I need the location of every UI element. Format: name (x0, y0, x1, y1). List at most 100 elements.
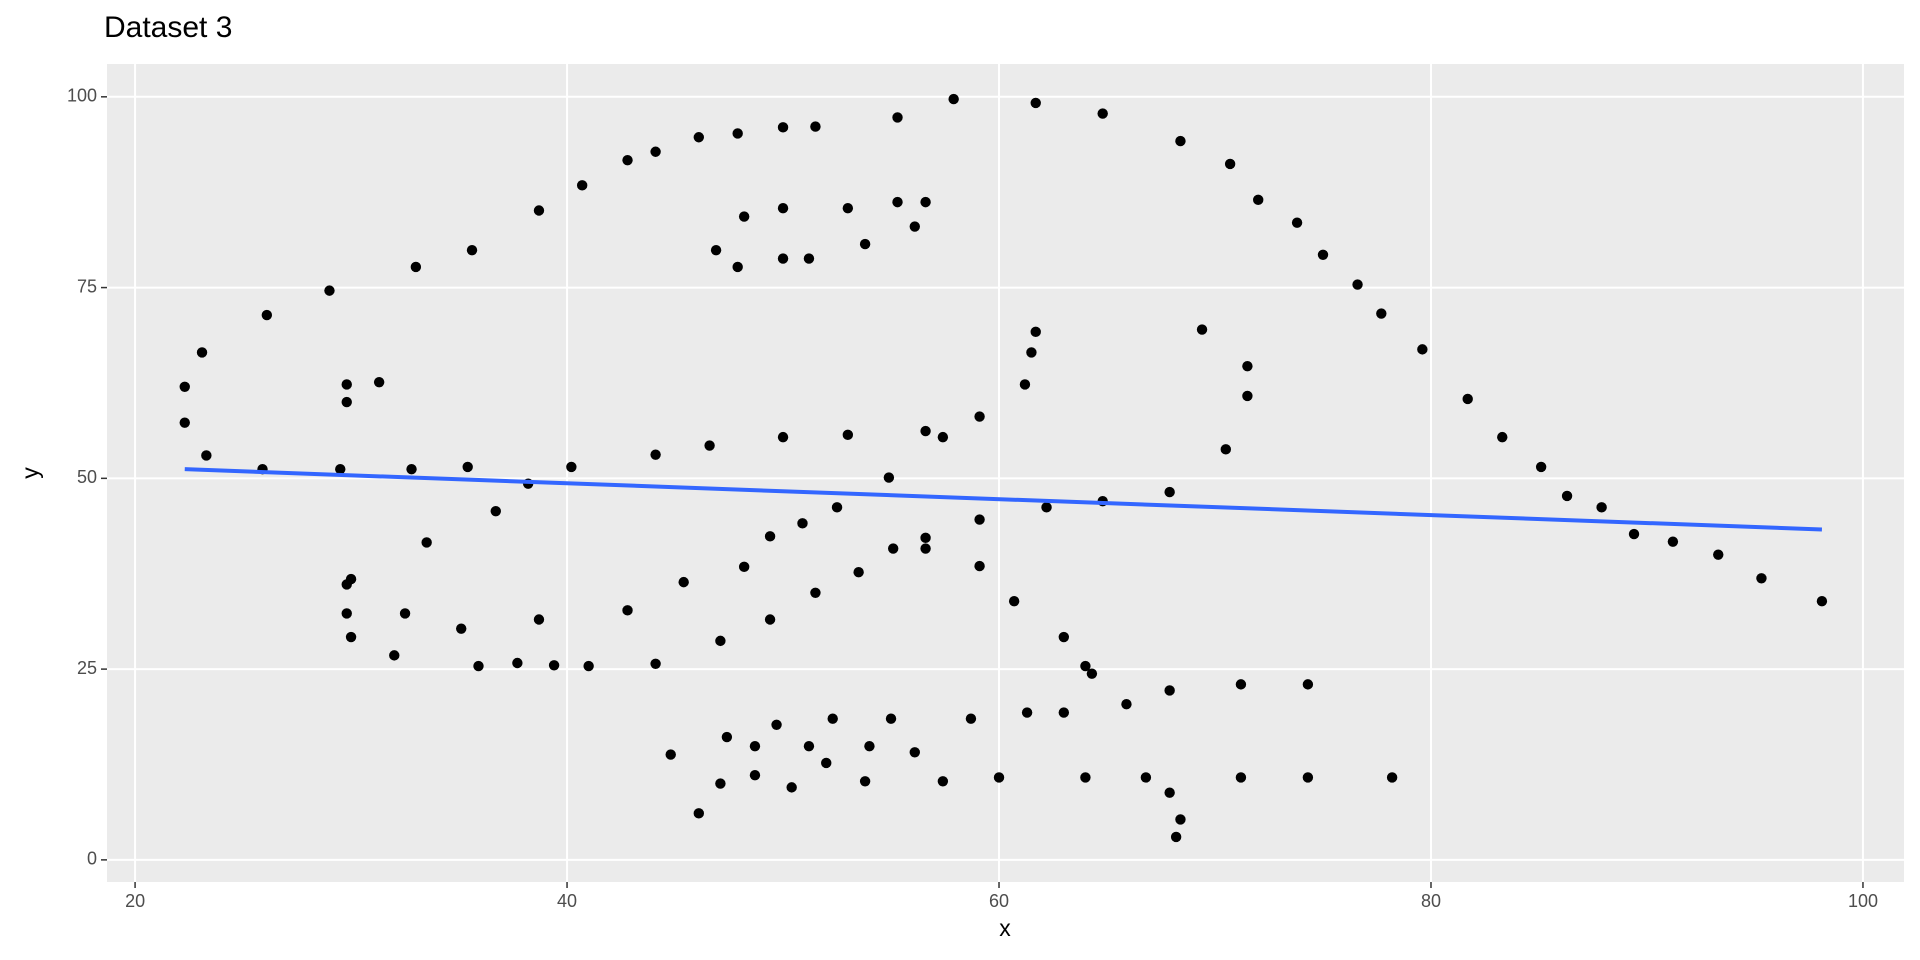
point (1080, 660, 1091, 672)
point (1417, 344, 1428, 355)
point (771, 719, 782, 731)
x-tick-label: 20 (125, 891, 145, 911)
point (650, 146, 661, 157)
point (576, 180, 588, 191)
point (583, 660, 594, 672)
point (1058, 707, 1070, 718)
point (1175, 814, 1186, 825)
x-tick-label: 100 (1848, 891, 1878, 911)
point (548, 660, 560, 671)
point (1561, 490, 1573, 502)
point (948, 93, 959, 105)
point (1164, 685, 1175, 696)
x-tick-label: 60 (989, 891, 1009, 911)
point (1080, 772, 1091, 783)
point (704, 440, 715, 451)
point (261, 309, 273, 321)
point (1302, 679, 1314, 690)
point (786, 782, 797, 793)
point (1041, 502, 1052, 513)
point (821, 757, 832, 769)
point (797, 518, 808, 529)
y-tick-label: 100 (67, 86, 97, 106)
point (803, 740, 815, 752)
point (345, 631, 357, 643)
point (1497, 431, 1508, 443)
point (341, 379, 352, 390)
point (665, 749, 676, 760)
point (693, 132, 705, 143)
point (421, 537, 432, 548)
y-tick-label: 50 (77, 467, 97, 487)
point (341, 608, 352, 619)
point (1596, 502, 1607, 513)
point (1352, 279, 1363, 290)
point (853, 566, 864, 578)
point (1376, 308, 1387, 319)
point (341, 396, 352, 408)
point (1253, 194, 1264, 206)
point (566, 461, 577, 473)
point (456, 623, 467, 634)
point (1058, 631, 1070, 643)
point (974, 514, 985, 525)
point (1756, 573, 1767, 584)
point (892, 196, 903, 208)
point (920, 543, 931, 554)
point (1164, 486, 1175, 498)
point (1170, 831, 1182, 843)
point (965, 713, 977, 724)
point (1021, 707, 1033, 718)
point (324, 285, 335, 296)
point (920, 196, 931, 208)
point (693, 808, 705, 819)
x-axis-title: x (999, 915, 1011, 941)
point (533, 205, 545, 216)
point (512, 657, 523, 669)
point (909, 747, 920, 758)
point (410, 261, 422, 273)
point (201, 450, 212, 461)
point (1140, 772, 1152, 783)
x-tick-label: 40 (557, 891, 577, 911)
x-tick-label: 80 (1421, 891, 1441, 911)
point (777, 253, 789, 264)
point (732, 128, 743, 139)
point (533, 614, 545, 625)
point (810, 587, 821, 599)
point (1302, 772, 1314, 783)
y-axis-title: y (17, 467, 43, 479)
point (864, 740, 875, 752)
point (937, 431, 949, 443)
point (1535, 461, 1547, 473)
point (1086, 668, 1098, 679)
point (710, 244, 722, 256)
point (887, 543, 899, 554)
point (462, 461, 473, 473)
point (179, 381, 190, 392)
point (490, 505, 501, 517)
point (1667, 536, 1679, 547)
chart-title: Dataset 3 (104, 11, 232, 44)
point (749, 769, 761, 781)
point (764, 531, 776, 542)
point (1242, 390, 1253, 402)
point (678, 576, 689, 588)
point (909, 221, 920, 232)
point (1097, 108, 1108, 119)
point (859, 776, 871, 787)
point (920, 532, 931, 544)
point (1291, 217, 1303, 228)
point (1164, 787, 1175, 798)
point (810, 121, 821, 132)
point (335, 463, 346, 475)
point (1224, 158, 1236, 170)
point (389, 650, 400, 661)
point (777, 203, 789, 214)
point (1196, 324, 1208, 335)
point (1628, 528, 1640, 540)
point (732, 261, 743, 273)
point (1816, 595, 1828, 607)
point (345, 573, 357, 585)
